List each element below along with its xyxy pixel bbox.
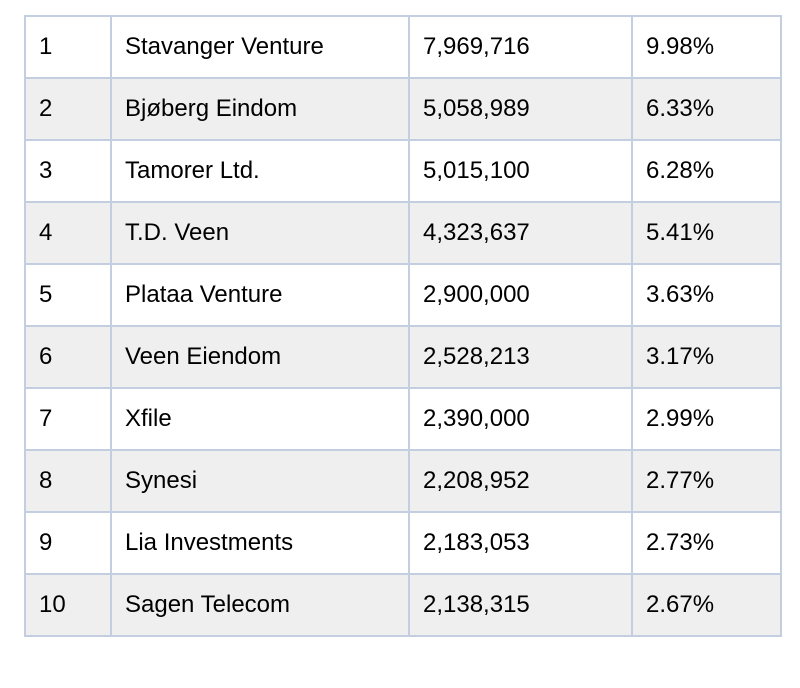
rank-cell: 2 bbox=[24, 77, 112, 141]
shares-cell: 2,208,952 bbox=[408, 449, 633, 513]
percent-cell: 2.67% bbox=[631, 573, 782, 637]
shares-cell: 2,183,053 bbox=[408, 511, 633, 575]
shares-cell: 2,900,000 bbox=[408, 263, 633, 327]
rank-cell: 8 bbox=[24, 449, 112, 513]
rank-cell: 3 bbox=[24, 139, 112, 203]
table-row: 5 Plataa Venture 2,900,000 3.63% bbox=[24, 263, 782, 327]
percent-cell: 6.33% bbox=[631, 77, 782, 141]
shareholder-name-cell: Sagen Telecom bbox=[110, 573, 410, 637]
rank-cell: 10 bbox=[24, 573, 112, 637]
percent-cell: 3.63% bbox=[631, 263, 782, 327]
shareholder-name-cell: Synesi bbox=[110, 449, 410, 513]
table-row: 6 Veen Eiendom 2,528,213 3.17% bbox=[24, 325, 782, 389]
rank-cell: 4 bbox=[24, 201, 112, 265]
shares-cell: 7,969,716 bbox=[408, 15, 633, 79]
shareholder-name-cell: Veen Eiendom bbox=[110, 325, 410, 389]
shareholder-name-cell: Tamorer Ltd. bbox=[110, 139, 410, 203]
table-row: 2 Bjøberg Eindom 5,058,989 6.33% bbox=[24, 77, 782, 141]
shares-cell: 2,528,213 bbox=[408, 325, 633, 389]
table-row: 3 Tamorer Ltd. 5,015,100 6.28% bbox=[24, 139, 782, 203]
rank-cell: 5 bbox=[24, 263, 112, 327]
table-row: 1 Stavanger Venture 7,969,716 9.98% bbox=[24, 15, 782, 79]
table-row: 9 Lia Investments 2,183,053 2.73% bbox=[24, 511, 782, 575]
shares-cell: 4,323,637 bbox=[408, 201, 633, 265]
rank-cell: 9 bbox=[24, 511, 112, 575]
percent-cell: 3.17% bbox=[631, 325, 782, 389]
shareholder-table-container: 1 Stavanger Venture 7,969,716 9.98% 2 Bj… bbox=[24, 15, 782, 637]
percent-cell: 2.77% bbox=[631, 449, 782, 513]
shareholder-name-cell: Plataa Venture bbox=[110, 263, 410, 327]
percent-cell: 2.99% bbox=[631, 387, 782, 451]
rank-cell: 7 bbox=[24, 387, 112, 451]
shareholder-table: 1 Stavanger Venture 7,969,716 9.98% 2 Bj… bbox=[24, 15, 782, 637]
shareholder-name-cell: T.D. Veen bbox=[110, 201, 410, 265]
shares-cell: 2,138,315 bbox=[408, 573, 633, 637]
percent-cell: 9.98% bbox=[631, 15, 782, 79]
shareholder-name-cell: Bjøberg Eindom bbox=[110, 77, 410, 141]
shares-cell: 5,058,989 bbox=[408, 77, 633, 141]
shareholder-name-cell: Stavanger Venture bbox=[110, 15, 410, 79]
percent-cell: 5.41% bbox=[631, 201, 782, 265]
table-row: 4 T.D. Veen 4,323,637 5.41% bbox=[24, 201, 782, 265]
percent-cell: 6.28% bbox=[631, 139, 782, 203]
rank-cell: 6 bbox=[24, 325, 112, 389]
shares-cell: 2,390,000 bbox=[408, 387, 633, 451]
shareholder-name-cell: Lia Investments bbox=[110, 511, 410, 575]
table-row: 10 Sagen Telecom 2,138,315 2.67% bbox=[24, 573, 782, 637]
percent-cell: 2.73% bbox=[631, 511, 782, 575]
table-row: 8 Synesi 2,208,952 2.77% bbox=[24, 449, 782, 513]
shares-cell: 5,015,100 bbox=[408, 139, 633, 203]
table-row: 7 Xfile 2,390,000 2.99% bbox=[24, 387, 782, 451]
rank-cell: 1 bbox=[24, 15, 112, 79]
shareholder-name-cell: Xfile bbox=[110, 387, 410, 451]
